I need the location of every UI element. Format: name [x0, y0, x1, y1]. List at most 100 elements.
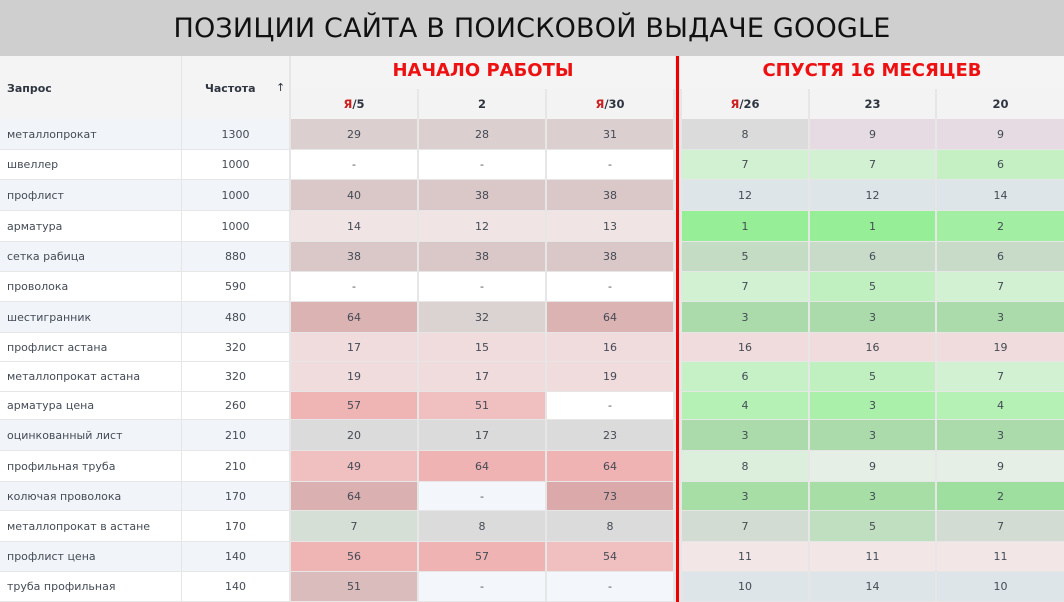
- position-after-cell: 2: [937, 211, 1064, 241]
- position-before-cell: 38: [547, 180, 673, 210]
- position-after-cell: 9: [810, 451, 935, 481]
- table-row-query: сетка рабица: [0, 242, 181, 271]
- position-after-cell: 3: [937, 420, 1064, 450]
- table-row-query: проволока: [0, 272, 181, 301]
- table-row-frequency: 1000: [182, 211, 289, 241]
- yandex-icon: Я: [595, 97, 605, 111]
- position-before-cell: 32: [419, 302, 545, 332]
- position-before-cell: 40: [291, 180, 417, 210]
- table-row-query: металлопрокат в астане: [0, 511, 181, 541]
- table-row-frequency: 170: [182, 482, 289, 510]
- yandex-icon: Я: [343, 97, 353, 111]
- position-before-cell: 19: [547, 362, 673, 391]
- column-header-label: 20: [992, 97, 1009, 111]
- table-row-query: профлист: [0, 180, 181, 210]
- position-after-cell: 3: [682, 482, 808, 510]
- position-before-cell: -: [291, 150, 417, 179]
- column-header-label: 2: [477, 97, 486, 111]
- column-header[interactable]: Я/5: [291, 89, 417, 119]
- table-row-frequency: 880: [182, 242, 289, 271]
- table-row-query: арматура: [0, 211, 181, 241]
- table-row-query: швеллер: [0, 150, 181, 179]
- position-after-cell: 6: [937, 150, 1064, 179]
- position-after-cell: 12: [682, 180, 808, 210]
- position-after-cell: 16: [810, 333, 935, 361]
- position-before-cell: 19: [291, 362, 417, 391]
- position-after-cell: 5: [682, 242, 808, 271]
- position-before-cell: -: [419, 150, 545, 179]
- position-before-cell: 17: [419, 362, 545, 391]
- position-before-cell: 8: [419, 511, 545, 541]
- table-row-frequency: 1000: [182, 150, 289, 179]
- position-after-cell: 3: [810, 392, 935, 419]
- table-row-frequency: 1300: [182, 119, 289, 149]
- table-row-query: арматура цена: [0, 392, 181, 419]
- position-after-cell: 19: [937, 333, 1064, 361]
- position-after-cell: 5: [810, 362, 935, 391]
- query-header-label: Запрос: [7, 82, 52, 95]
- position-after-cell: 6: [937, 242, 1064, 271]
- position-before-cell: 64: [547, 302, 673, 332]
- position-after-cell: 5: [810, 511, 935, 541]
- position-after-cell: 6: [682, 362, 808, 391]
- column-header[interactable]: 20: [937, 89, 1064, 119]
- position-before-cell: 64: [419, 451, 545, 481]
- position-before-cell: -: [547, 572, 673, 601]
- position-before-cell: 64: [291, 302, 417, 332]
- position-before-cell: 64: [291, 482, 417, 510]
- position-after-cell: 3: [810, 482, 935, 510]
- position-before-cell: 28: [419, 119, 545, 149]
- position-after-cell: 7: [682, 272, 808, 301]
- sort-ascending-icon[interactable]: ↑: [276, 81, 286, 94]
- table-row-query: металлопрокат астана: [0, 362, 181, 391]
- position-after-cell: 11: [937, 542, 1064, 571]
- period-divider: [676, 56, 679, 602]
- column-header[interactable]: 23: [810, 89, 935, 119]
- column-header-label: /30: [604, 97, 625, 111]
- section-before-header: [291, 56, 675, 89]
- position-before-cell: 73: [547, 482, 673, 510]
- position-after-cell: 3: [682, 420, 808, 450]
- position-before-cell: 13: [547, 211, 673, 241]
- position-before-cell: 51: [419, 392, 545, 419]
- column-header[interactable]: Я/26: [682, 89, 808, 119]
- table-row-query: металлопрокат: [0, 119, 181, 149]
- position-before-cell: -: [547, 392, 673, 419]
- position-before-cell: 14: [291, 211, 417, 241]
- table-row-frequency: 210: [182, 451, 289, 481]
- section-after-title: СПУСТЯ 16 МЕСЯЦЕВ: [762, 60, 982, 81]
- position-after-cell: 7: [682, 150, 808, 179]
- page-title: ПОЗИЦИИ САЙТА В ПОИСКОВОЙ ВЫДАЧЕ GOOGLE: [173, 12, 891, 44]
- position-after-cell: 7: [937, 362, 1064, 391]
- position-after-cell: 11: [810, 542, 935, 571]
- table-row-frequency: 260: [182, 392, 289, 419]
- position-after-cell: 14: [810, 572, 935, 601]
- position-before-cell: 23: [547, 420, 673, 450]
- position-after-cell: 3: [682, 302, 808, 332]
- position-before-cell: 38: [419, 180, 545, 210]
- position-after-cell: 9: [937, 119, 1064, 149]
- column-header[interactable]: 2: [419, 89, 545, 119]
- table-row-query: труба профильная: [0, 572, 181, 601]
- position-before-cell: 57: [291, 392, 417, 419]
- page-banner: ПОЗИЦИИ САЙТА В ПОИСКОВОЙ ВЫДАЧЕ GOOGLE: [0, 0, 1064, 56]
- position-after-cell: 16: [682, 333, 808, 361]
- position-before-cell: 64: [547, 451, 673, 481]
- frequency-header[interactable]: [182, 56, 289, 119]
- position-before-cell: 17: [291, 333, 417, 361]
- position-before-cell: 20: [291, 420, 417, 450]
- position-after-cell: 5: [810, 272, 935, 301]
- position-after-cell: 4: [937, 392, 1064, 419]
- table-row-frequency: 1000: [182, 180, 289, 210]
- position-after-cell: 10: [682, 572, 808, 601]
- position-after-cell: 7: [937, 272, 1064, 301]
- column-header[interactable]: Я/30: [547, 89, 673, 119]
- position-before-cell: 54: [547, 542, 673, 571]
- position-before-cell: 15: [419, 333, 545, 361]
- table-row-frequency: 140: [182, 542, 289, 571]
- position-before-cell: 57: [419, 542, 545, 571]
- table-row-query: профильная труба: [0, 451, 181, 481]
- column-header-label: 23: [864, 97, 881, 111]
- position-before-cell: 38: [291, 242, 417, 271]
- query-header[interactable]: [0, 56, 181, 119]
